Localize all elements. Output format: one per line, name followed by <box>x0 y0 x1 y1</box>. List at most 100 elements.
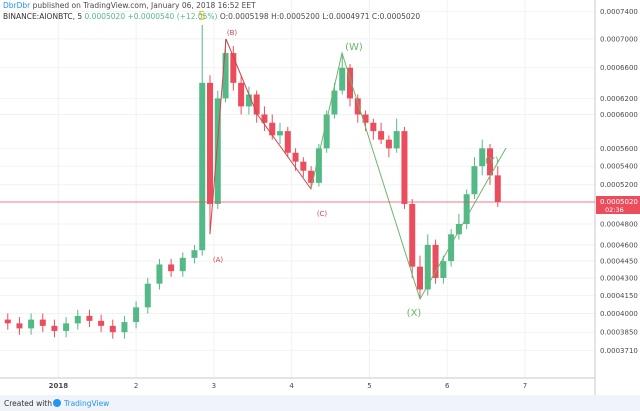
wave-label: 5 <box>198 9 206 23</box>
candle-body <box>424 244 431 290</box>
symbol-line: BINANCE:AIONBTC, 5 0.0005020 +0.0000540 … <box>3 12 420 21</box>
candle-body <box>86 315 93 321</box>
candle-body <box>370 122 377 132</box>
ohlc: O:0.0005198 <box>220 12 269 21</box>
last-value: 0.0005020 <box>85 12 126 21</box>
candle-body <box>222 53 229 99</box>
y-tick-label: 0.0006000 <box>600 111 638 119</box>
header-line: DbrDbr published on TradingView.com, Jan… <box>3 1 256 10</box>
candle-body <box>214 98 221 204</box>
x-tick-label: 2018 <box>49 382 69 390</box>
candle-body <box>354 98 361 115</box>
y-tick-label: 0.0005200 <box>600 181 638 189</box>
published-info: published on TradingView.com, January 06… <box>33 1 256 10</box>
brand-logo <box>53 399 61 407</box>
candle-body <box>156 264 163 284</box>
candle-body <box>378 131 385 140</box>
x-tick-label: 3 <box>212 382 216 390</box>
symbol: BINANCE:AIONBTC, 5 <box>3 12 82 21</box>
candle-body <box>39 319 46 326</box>
candle-body <box>331 90 338 115</box>
wave-label: (W) <box>345 42 363 53</box>
candle-body <box>98 320 105 326</box>
candle-body <box>144 283 151 308</box>
candle-body <box>440 261 447 278</box>
wave-label: (X) <box>407 308 422 319</box>
y-tick-label: 0.0004150 <box>600 292 638 300</box>
candles <box>4 25 501 339</box>
candle-body <box>121 322 128 333</box>
candle-body <box>253 94 260 115</box>
last-price-box <box>596 195 640 214</box>
candle-body <box>199 82 206 251</box>
chart-background <box>0 0 640 395</box>
footer-text: Created with <box>4 399 52 408</box>
candle-body <box>300 161 307 171</box>
candle-body <box>284 131 291 153</box>
candle-body <box>339 67 346 91</box>
candle-body <box>16 323 23 329</box>
candle-body <box>417 266 423 290</box>
candle-body <box>230 53 237 83</box>
candle-body <box>238 82 245 107</box>
wave-label: (Y) <box>485 156 499 167</box>
last-price-label: 0.0005020 <box>600 198 638 206</box>
wave-label: (B) <box>227 29 238 37</box>
countdown: 02:36 <box>605 206 624 214</box>
y-tick-label: 0.0004800 <box>600 220 638 228</box>
candle-body <box>269 122 276 136</box>
brand[interactable]: TradingView <box>63 399 109 408</box>
wave-wxy <box>310 51 507 301</box>
y-tick-label: 0.0005400 <box>600 163 638 171</box>
x-tick-label: 7 <box>523 382 527 390</box>
candle-body <box>479 148 486 167</box>
y-tick-label: 0.0004000 <box>600 310 638 318</box>
ohlc: H:0.0005200 <box>271 12 320 21</box>
candle-body <box>494 175 501 202</box>
y-tick-label: 0.0004450 <box>600 258 638 266</box>
candle-body <box>133 307 140 323</box>
y-tick-label: 0.0004600 <box>600 241 638 249</box>
y-tick-label: 0.0007400 <box>600 8 638 16</box>
x-tick-label: 4 <box>289 382 294 390</box>
candle-body <box>51 325 58 331</box>
y-tick-label: 0.0003850 <box>600 329 638 337</box>
x-tick-label: 6 <box>445 382 450 390</box>
candle-body <box>179 257 186 272</box>
candle-body <box>401 131 408 204</box>
candle-body <box>448 234 455 262</box>
candle-body <box>4 319 11 324</box>
wave-abc <box>209 38 312 235</box>
candle-body <box>455 223 462 235</box>
candle-body <box>207 82 213 204</box>
y-tick-label: 0.0003710 <box>600 347 638 355</box>
ohlc: C:0.0005020 <box>372 12 421 21</box>
wave-label: (A) <box>213 256 224 264</box>
y-tick-label: 0.0004300 <box>600 274 638 282</box>
candle-body <box>432 244 439 278</box>
candle-body <box>261 114 268 123</box>
candle-body <box>362 114 369 123</box>
y-tick-label: 0.0006600 <box>600 64 638 72</box>
change: +0.0000540 (+12.05%) <box>127 12 217 21</box>
candle-body <box>315 148 322 183</box>
y-tick-label: 0.0005600 <box>600 145 638 153</box>
y-tick-label: 0.0007000 <box>600 35 638 43</box>
candle-body <box>277 131 283 136</box>
y-tick-label: 0.0006200 <box>600 95 638 103</box>
candle-body <box>28 319 35 329</box>
ohlc: L:0.0004971 <box>322 12 369 21</box>
candle-body <box>323 114 330 149</box>
candle-body <box>471 166 478 195</box>
candle-body <box>292 152 299 162</box>
candle-body <box>463 194 470 224</box>
candle-body <box>168 264 175 272</box>
x-tick-label: 2 <box>134 382 138 390</box>
candle-body <box>409 203 416 267</box>
candle-body <box>63 323 70 331</box>
candle-body <box>393 131 400 149</box>
candle-body <box>308 170 315 183</box>
candle-body <box>245 94 252 107</box>
